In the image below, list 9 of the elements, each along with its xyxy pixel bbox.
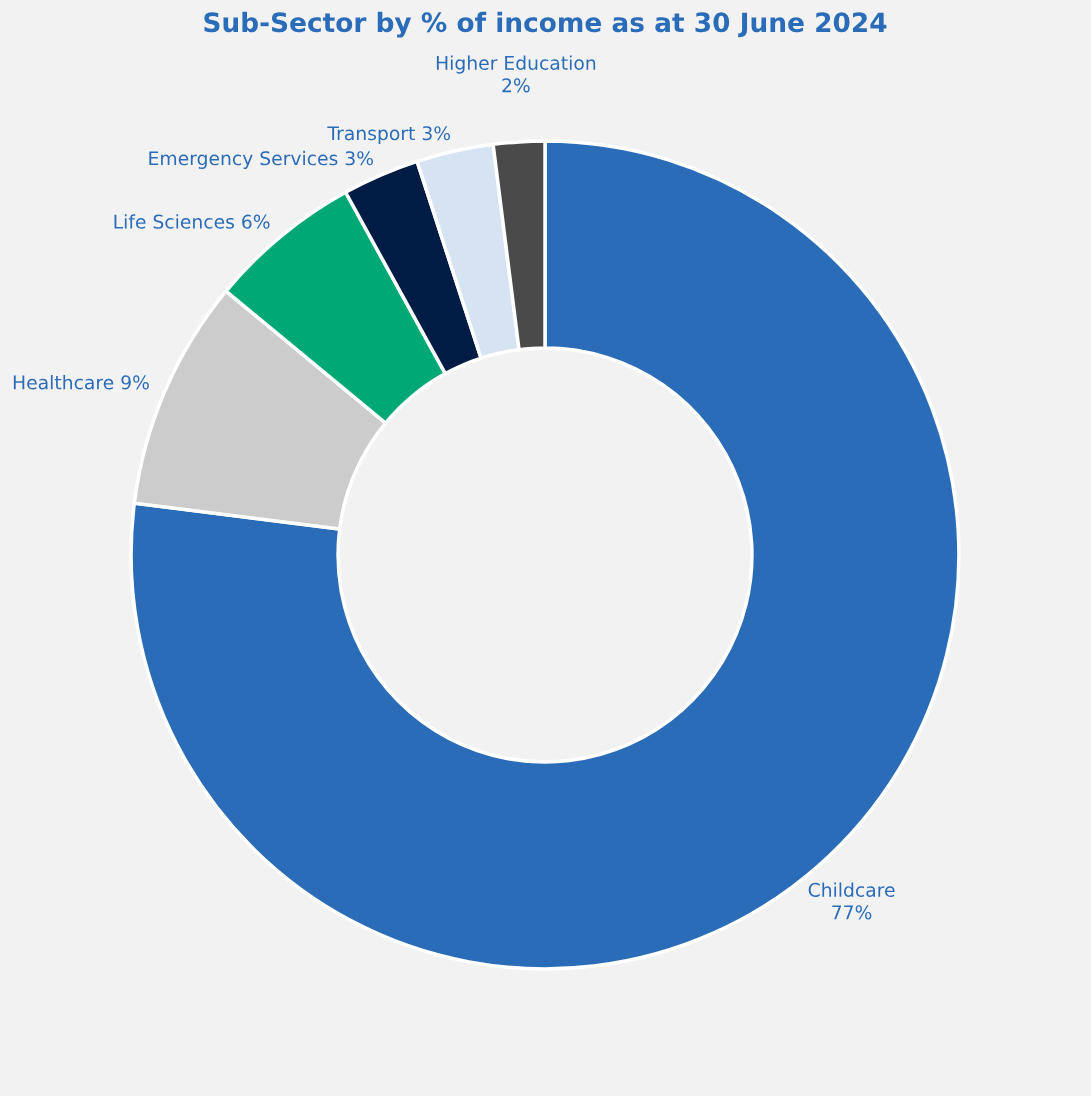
slice-label: Healthcare 9% [13, 374, 149, 390]
data-label: 2% [502, 78, 530, 93]
chart-title: Sub-Sector by % of income as at 30 June 2024 [204, 11, 887, 38]
slice-label: Transport 3% [327, 126, 451, 144]
slice-label: Emergency Services 3% [149, 150, 373, 169]
data-label: 77% [832, 905, 872, 920]
slice-label: Life Sciences 6% [114, 214, 270, 229]
slice-label: Childcare [808, 882, 895, 897]
slice-label: Higher Education [436, 55, 596, 74]
